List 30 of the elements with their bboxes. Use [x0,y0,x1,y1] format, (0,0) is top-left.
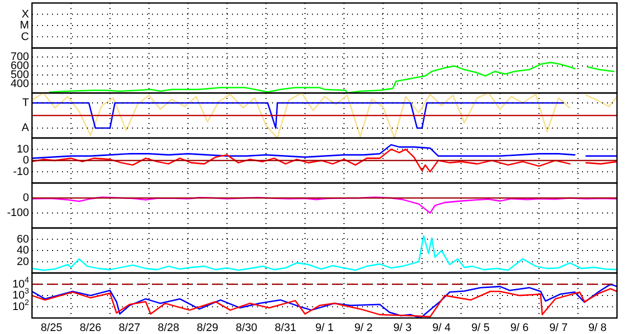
x-tick-label: 8/30 [236,322,258,334]
x-tick-label: 8/27 [118,322,140,334]
x-tick-label: 8/25 [40,322,62,334]
y-tick-label: 40 [16,244,29,256]
y-tick-label: 0 [22,154,29,166]
x-tick-label: 8/26 [80,322,102,334]
ref-line-label: A [22,122,30,134]
ref-line-label: T [22,96,30,109]
text: M [20,19,29,32]
y-tick-label: 400 [10,78,29,90]
x-tick-label: 9/ 2 [354,322,373,334]
x-tick-label: 9/ 5 [471,322,490,334]
text: C [21,30,30,43]
x-tick-label: 9/ 6 [510,322,529,334]
x-tick-label: 8/31 [274,322,296,334]
x-tick-label: 8/28 [158,322,180,334]
text: X [22,8,30,20]
y-tick-label: -10 [13,166,29,178]
x-tick-label: 8/29 [196,322,218,334]
y-tick-label: 20 [16,256,29,268]
x-tick-label: 9/ 7 [549,322,568,334]
x-tick-label: 9/ 8 [588,322,607,334]
y-tick-label: 60 [16,233,29,246]
y-tick-label: 10 [16,143,29,156]
y-tick-label: 0 [22,192,29,204]
x-tick-label: 9/ 3 [393,322,412,334]
y-tick-label: 10$^{2}$ [12,297,29,313]
y-tick-label: -100 [6,206,29,219]
x-tick-label: 9/ 1 [315,322,334,334]
x-tick-label: 9/ 4 [432,322,451,334]
